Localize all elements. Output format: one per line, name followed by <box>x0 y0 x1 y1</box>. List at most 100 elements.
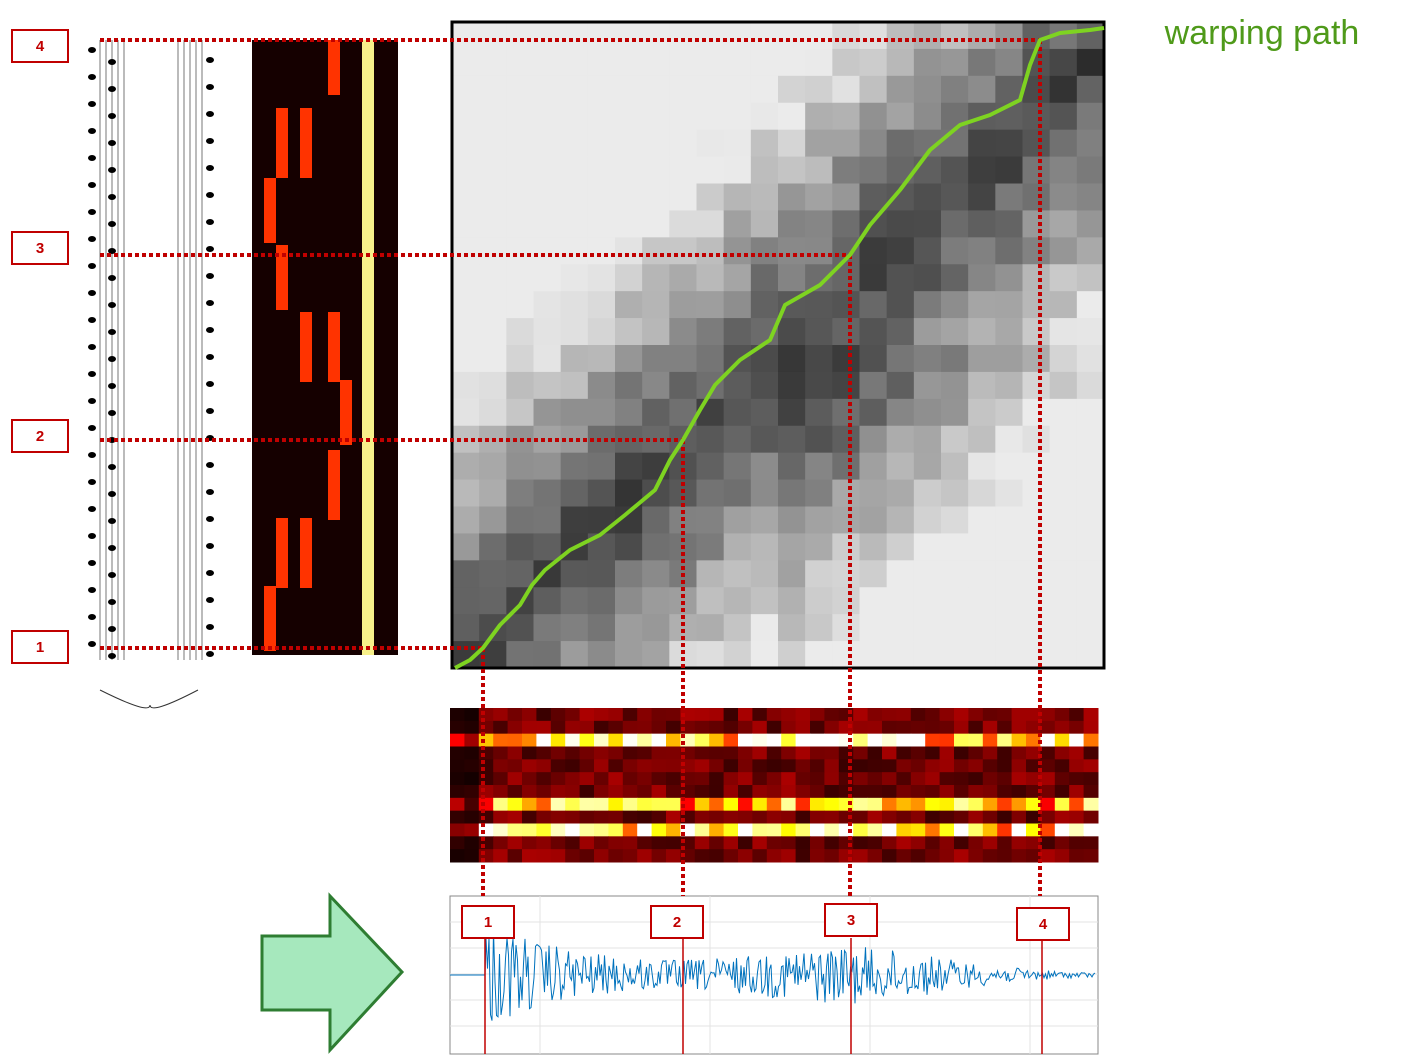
chroma-cell <box>709 849 725 863</box>
cost-cell <box>750 641 779 669</box>
chroma-cell <box>738 823 753 837</box>
chroma-cell <box>1054 797 1070 812</box>
cost-cell <box>1049 641 1078 669</box>
cost-cell <box>452 183 480 211</box>
cost-cell <box>533 264 562 292</box>
chroma-cell <box>694 810 710 824</box>
chroma-cell <box>579 785 595 799</box>
chroma-cell <box>651 810 667 824</box>
cost-cell <box>533 398 562 427</box>
chroma-cell <box>1011 849 1027 863</box>
roll-note <box>264 178 276 243</box>
chroma-cell <box>982 746 998 760</box>
cost-cell <box>941 22 969 50</box>
chroma-cell <box>781 810 797 824</box>
cost-cell <box>968 587 996 615</box>
chroma-cell <box>594 785 609 799</box>
note <box>88 398 96 404</box>
cost-cell <box>642 102 670 131</box>
cost-cell <box>778 533 806 561</box>
cost-cell <box>642 641 670 669</box>
chroma-cell <box>968 708 984 722</box>
cost-cell <box>913 210 942 238</box>
cost-cell <box>778 398 806 427</box>
chroma-cell <box>579 708 595 722</box>
chroma-cell <box>867 849 883 863</box>
cost-cell <box>1049 183 1078 211</box>
cost-cell <box>1076 264 1105 292</box>
chroma-cell <box>622 823 638 837</box>
cost-cell <box>750 156 779 184</box>
chroma-cell <box>608 746 624 760</box>
cost-cell <box>587 560 616 588</box>
chroma-cell <box>493 836 509 850</box>
cost-cell <box>615 75 643 104</box>
cost-cell <box>479 533 507 561</box>
audio-marker: 3 <box>847 912 855 929</box>
chroma-cell <box>608 759 624 773</box>
cost-cell <box>696 237 725 265</box>
note <box>108 410 116 416</box>
note <box>88 290 96 296</box>
cost-cell <box>533 102 562 131</box>
chroma-cell <box>766 797 782 812</box>
cost-cell <box>506 506 534 534</box>
chroma-cell <box>493 797 509 812</box>
cost-cell <box>913 506 942 534</box>
chroma-cell <box>493 746 509 760</box>
cost-cell <box>615 102 643 131</box>
cost-cell <box>1049 398 1078 427</box>
cost-cell <box>642 398 670 427</box>
cost-cell <box>642 587 670 615</box>
chroma-cell <box>594 733 609 747</box>
chroma-cell <box>1040 785 1056 799</box>
cost-cell <box>479 129 507 158</box>
note <box>206 597 214 603</box>
chroma-cell <box>867 823 883 837</box>
cost-cell <box>805 614 833 642</box>
chroma-cell <box>680 849 696 863</box>
cost-cell <box>615 560 643 588</box>
cost-cell <box>452 156 480 184</box>
cost-cell <box>995 425 1023 454</box>
note <box>108 275 116 281</box>
cost-cell <box>533 129 562 158</box>
cost-cell <box>560 102 589 131</box>
chroma-cell <box>939 810 955 824</box>
cost-cell <box>452 506 480 534</box>
chroma-cell <box>896 720 912 735</box>
chroma-cell <box>752 849 768 863</box>
cost-cell <box>696 291 725 319</box>
chroma-cell <box>493 759 509 773</box>
chroma-cell <box>968 720 984 735</box>
cost-cell <box>886 75 915 104</box>
chroma-cell <box>450 746 465 760</box>
chroma-cell <box>608 836 624 850</box>
chroma-cell <box>723 836 739 850</box>
chroma-cell <box>464 746 480 760</box>
cost-cell <box>778 371 806 400</box>
cost-cell <box>859 533 888 561</box>
cost-cell <box>859 291 888 319</box>
cost-cell <box>560 345 589 373</box>
chroma-cell <box>997 823 1013 837</box>
cost-cell <box>1076 102 1105 131</box>
chroma-cell <box>781 823 797 837</box>
cost-cell <box>913 237 942 265</box>
chroma-cell <box>781 785 797 799</box>
chroma-cell <box>853 746 869 760</box>
chroma-cell <box>766 772 782 786</box>
cost-cell <box>506 533 534 561</box>
score-marker: 1 <box>36 639 44 656</box>
chroma-cell <box>752 720 768 735</box>
cost-cell <box>859 506 888 534</box>
chroma-cell <box>824 708 840 722</box>
cost-cell <box>1076 506 1105 534</box>
chroma-cell <box>522 772 537 786</box>
chroma-cell <box>522 810 537 824</box>
chroma-cell <box>968 810 984 824</box>
cost-cell <box>506 264 534 292</box>
chroma-cell <box>1054 823 1070 837</box>
chroma-cell <box>709 836 725 850</box>
chroma-cell <box>666 746 681 760</box>
